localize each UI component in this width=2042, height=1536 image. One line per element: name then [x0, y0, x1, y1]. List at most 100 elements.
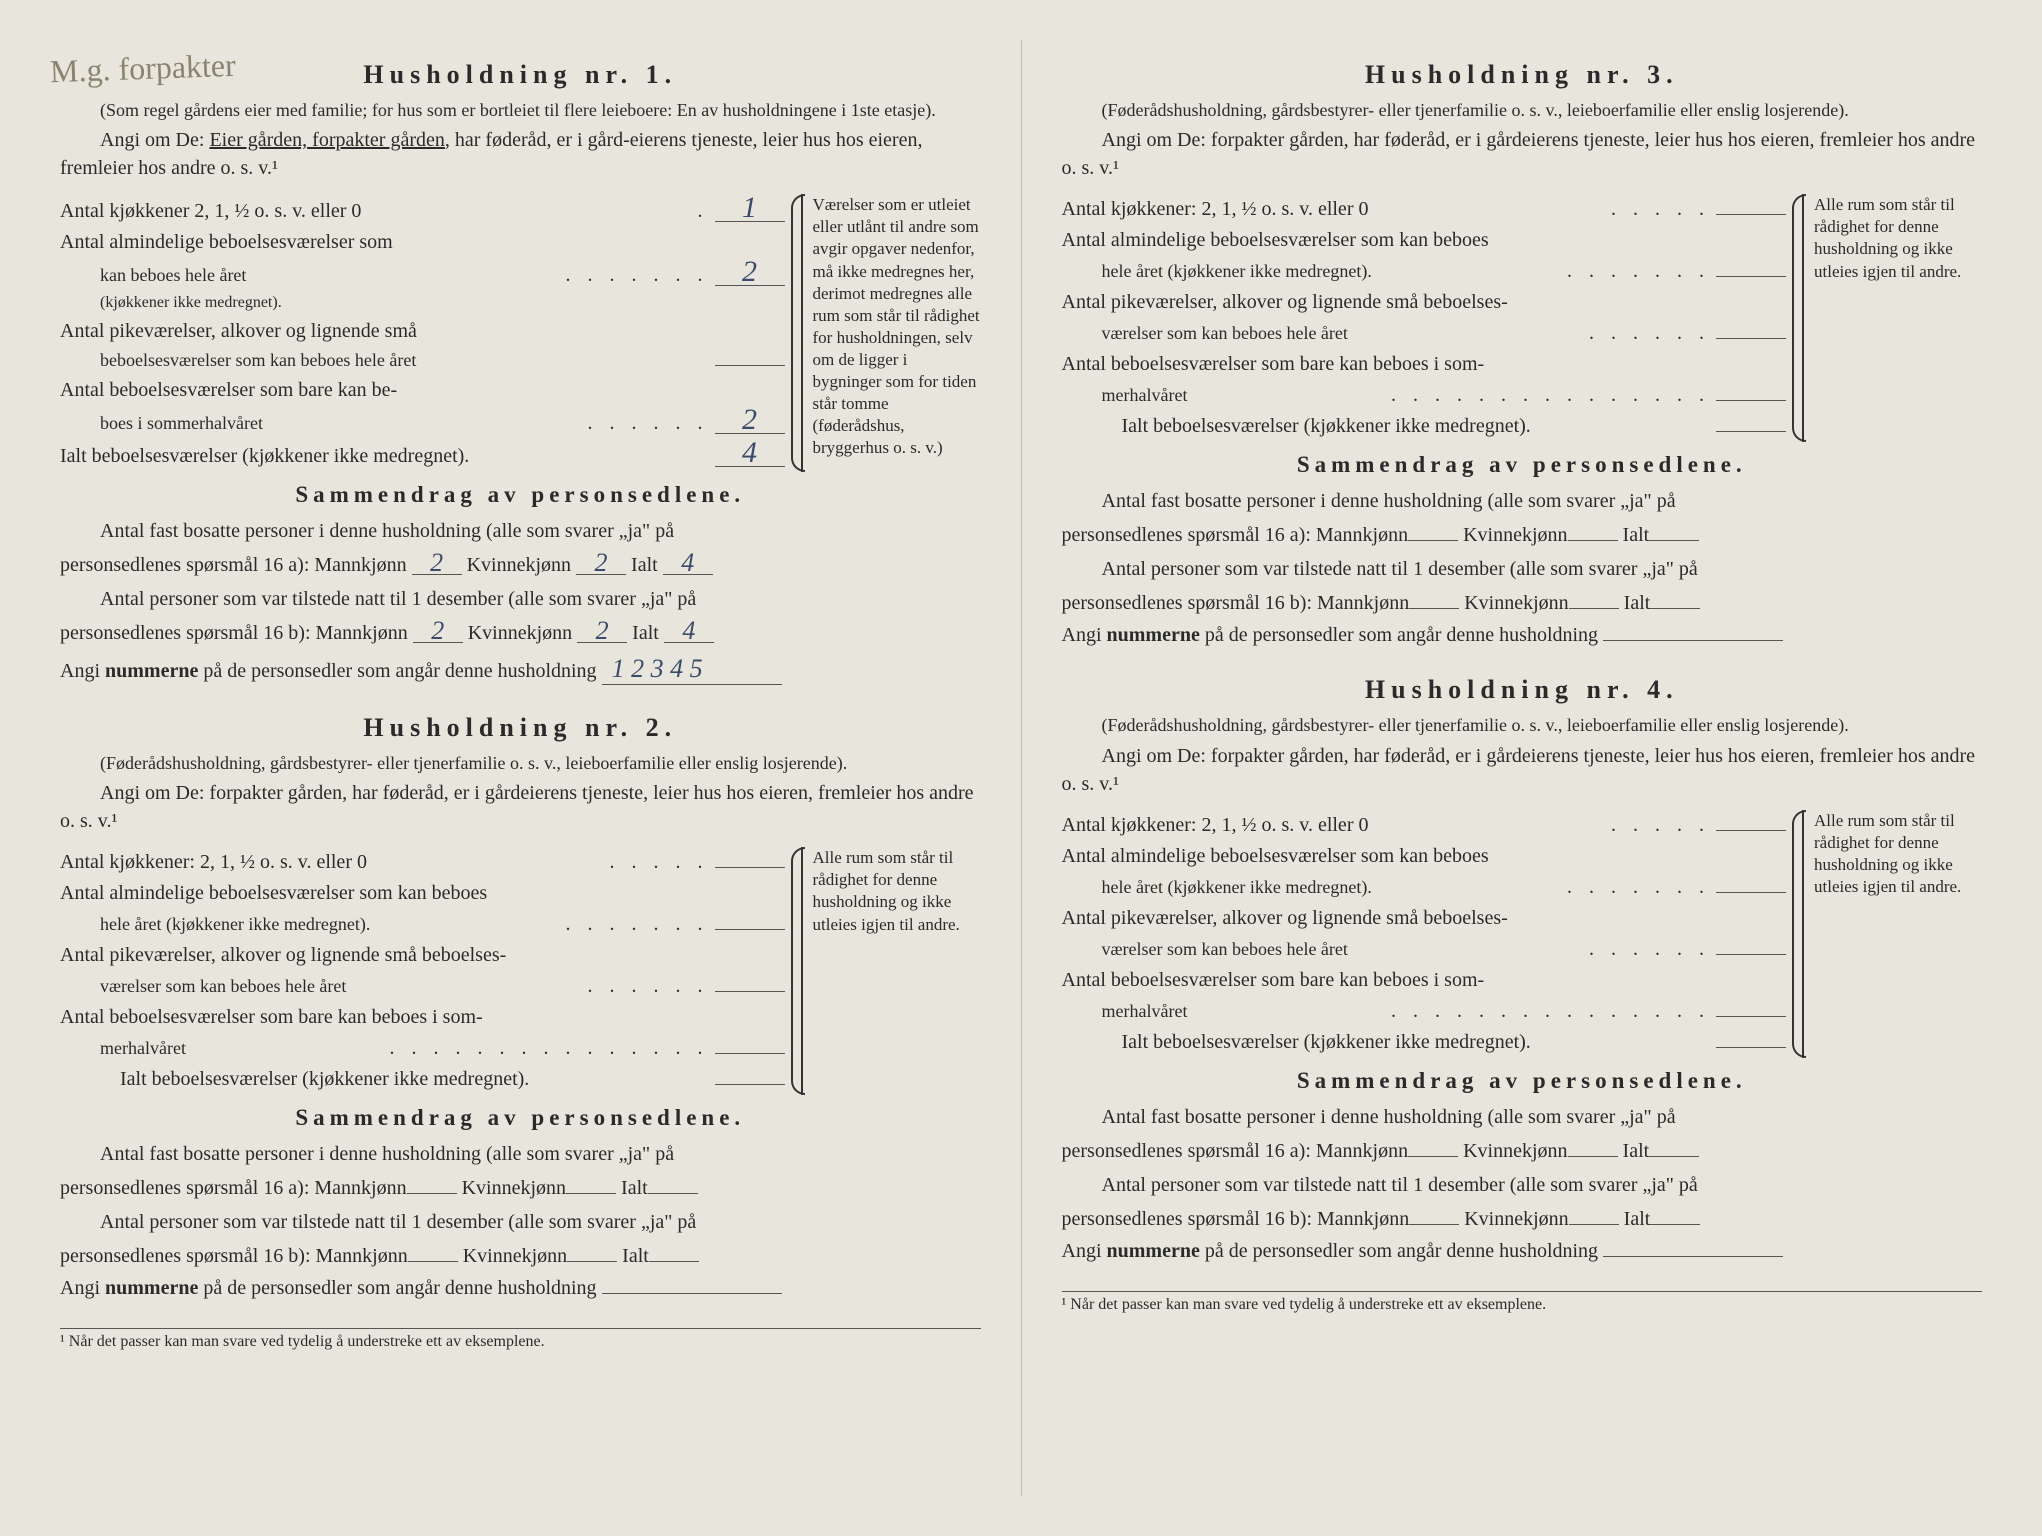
r3pike2: værelser som kan beboes hele året — [1062, 320, 1584, 348]
s4l2: personsedlenes spørsmål 16 b): Mannkjønn — [1062, 1208, 1410, 1230]
hh4-sommer-val — [1716, 1016, 1786, 1017]
sum3-l2a: Antal personer som var tilstede natt til… — [1062, 552, 1983, 586]
ialt-label-2: Ialt — [632, 622, 659, 644]
hh4-total-val — [1716, 1047, 1786, 1048]
summary-title-3: Sammendrag av personsedlene. — [1062, 452, 1983, 478]
row-sommer2: boes i sommerhalvåret — [60, 410, 582, 438]
right-page: Husholdning nr. 3. (Føderådshusholdning,… — [1022, 40, 2023, 1496]
angi-prefix: Angi om De: — [100, 129, 209, 151]
hh4-title: Husholdning nr. 4. — [1062, 675, 1983, 705]
s3kv1: Kvinnekjønn — [1463, 524, 1567, 546]
row-alm1: Antal almindelige beboelsesværelser som — [60, 227, 785, 258]
r4som1: Antal beboelsesværelser som bare kan beb… — [1062, 965, 1787, 996]
row-kjokken-4: Antal kjøkkener: 2, 1, ½ o. s. v. eller … — [1062, 810, 1606, 841]
s2ialt2: Ialt — [622, 1245, 649, 1267]
sum1-l2b: personsedlenes spørsmål 16 b): Mannkjønn… — [60, 616, 981, 650]
hh3-pike-val — [1716, 338, 1786, 339]
row-sommer1: Antal beboelsesværelser som bare kan be- — [60, 375, 785, 406]
row-almb2: hele året (kjøkkener ikke medregnet). — [60, 911, 560, 939]
hh4-nummer: Angi nummerne på de personsedler som ang… — [1062, 1240, 1983, 1263]
household-3: Husholdning nr. 3. (Føderådshusholdning,… — [1062, 60, 1983, 647]
hh4-mann-b — [1409, 1224, 1459, 1225]
sum1-l2a: Antal personer som var tilstede natt til… — [60, 582, 981, 616]
hh4-mann-a — [1408, 1156, 1458, 1157]
hh2-total-val — [715, 1084, 785, 1085]
row-sommerb1: Antal beboelsesværelser som bare kan beb… — [60, 1002, 785, 1033]
kv-label-2: Kvinnekjønn — [468, 622, 572, 644]
hh4-nummer-val — [1603, 1256, 1783, 1257]
num-c: på de personsedler som angår denne husho… — [198, 660, 596, 682]
hh1-kv-a: 2 — [576, 553, 626, 575]
hh3-mann-b — [1409, 608, 1459, 609]
hh4-kv-a — [1568, 1156, 1618, 1157]
sum2-l2b: personsedlenes spørsmål 16 b): Mannkjønn… — [60, 1239, 981, 1273]
n2b: nummerne — [105, 1277, 198, 1299]
hh3-nummer: Angi nummerne på de personsedler som ang… — [1062, 624, 1983, 647]
hh4-ialt-a — [1649, 1156, 1699, 1157]
num-a: Angi — [60, 660, 105, 682]
hh3-subtitle: (Føderådshusholdning, gårdsbestyrer- ell… — [1062, 98, 1983, 122]
hh2-alm-val — [715, 929, 785, 930]
angi-opt2: forpakter gården — [307, 129, 445, 151]
sum3-l2b: personsedlenes spørsmål 16 b): Mannkjønn… — [1062, 586, 1983, 620]
summary-title-1: Sammendrag av personsedlene. — [60, 482, 981, 508]
hh2-nummer-val — [602, 1293, 782, 1294]
hh3-ialt-a — [1649, 540, 1699, 541]
s4kv2: Kvinnekjønn — [1464, 1208, 1568, 1230]
row-pikeb1: Antal pikeværelser, alkover og lignende … — [60, 940, 785, 971]
sum1-l1a: Antal fast bosatte personer i denne hush… — [60, 514, 981, 548]
hh1-nummer: Angi nummerne på de personsedler som ang… — [60, 654, 981, 685]
hh2-rows: Antal kjøkkener: 2, 1, ½ o. s. v. eller … — [60, 847, 981, 1095]
handwritten-note: M.g. forpakter — [49, 47, 236, 90]
hh1-mann-a: 2 — [412, 553, 462, 575]
n2a: Angi — [60, 1277, 105, 1299]
hh2-kv-a — [566, 1193, 616, 1194]
hh1-alm-val: 2 — [715, 258, 785, 286]
row-total-3: Ialt beboelsesværelser (kjøkkener ikke m… — [1062, 411, 1717, 442]
hh1-mann-b: 2 — [413, 621, 463, 643]
sum4-l1a: Antal fast bosatte personer i denne hush… — [1062, 1100, 1983, 1134]
s2l2: personsedlenes spørsmål 16 b): Mannkjønn — [60, 1245, 408, 1267]
n4b: nummerne — [1107, 1240, 1200, 1262]
hh3-total-val — [1716, 431, 1786, 432]
hh1-kv-b: 2 — [577, 621, 627, 643]
s3l2: personsedlenes spørsmål 16 b): Mannkjønn — [1062, 592, 1410, 614]
s2kv2: Kvinnekjønn — [463, 1245, 567, 1267]
hh2-mann-a — [407, 1193, 457, 1194]
hh2-ialt-a — [648, 1193, 698, 1194]
sum2-l1a: Antal fast bosatte personer i denne hush… — [60, 1137, 981, 1171]
sum2-l1b: personsedlenes spørsmål 16 a): Mannkjønn… — [60, 1171, 981, 1205]
summary-title-4: Sammendrag av personsedlene. — [1062, 1068, 1983, 1094]
n2c: på de personsedler som angår denne husho… — [198, 1277, 596, 1299]
r4pike1: Antal pikeværelser, alkover og lignende … — [1062, 903, 1787, 934]
num-b: nummerne — [105, 660, 198, 682]
sidenote-3: Alle rum som står til rådighet for denne… — [1802, 194, 1982, 442]
row-pikeb2: værelser som kan beboes hele året — [60, 973, 582, 1001]
s3ialt2: Ialt — [1624, 592, 1651, 614]
sum3-l1a: Antal fast bosatte personer i denne hush… — [1062, 484, 1983, 518]
sidenote-1: Værelser som er utleiet eller utlånt til… — [801, 194, 981, 472]
hh2-mann-b — [408, 1261, 458, 1262]
hh4-subtitle: (Føderådshusholdning, gårdsbestyrer- ell… — [1062, 713, 1983, 737]
hh4-angi: Angi om De: forpakter gården, har føderå… — [1062, 742, 1983, 798]
hh1-sommer-val: 2 — [715, 406, 785, 434]
s3kv2: Kvinnekjønn — [1464, 592, 1568, 614]
r4som2: merhalvåret — [1062, 998, 1386, 1026]
row-kjokken-3: Antal kjøkkener: 2, 1, ½ o. s. v. eller … — [1062, 194, 1606, 225]
r3pike1: Antal pikeværelser, alkover og lignende … — [1062, 287, 1787, 318]
row-sommerb2: merhalvåret — [60, 1035, 384, 1063]
hh2-angi: Angi om De: forpakter gården, har føderå… — [60, 779, 981, 835]
row-kjokken-2: Antal kjøkkener: 2, 1, ½ o. s. v. eller … — [60, 847, 604, 878]
hh1-ialt-a: 4 — [663, 553, 713, 575]
hh1-ialt-b: 4 — [664, 621, 714, 643]
hh1-kjokken-val: 1 — [715, 194, 785, 222]
sidenote-4: Alle rum som står til rådighet for denne… — [1802, 810, 1982, 1058]
sum1-l1b: personsedlenes spørsmål 16 a): Mannkjønn… — [60, 548, 981, 582]
n4a: Angi — [1062, 1240, 1107, 1262]
summary-title-2: Sammendrag av personsedlene. — [60, 1105, 981, 1131]
sum4-l2b: personsedlenes spørsmål 16 b): Mannkjønn… — [1062, 1202, 1983, 1236]
hh1-pike-val — [715, 365, 785, 366]
hh1-rows: Antal kjøkkener 2, 1, ½ o. s. v. eller 0… — [60, 194, 981, 472]
hh3-nummer-val — [1603, 640, 1783, 641]
s4l1: personsedlenes spørsmål 16 a): Mannkjønn — [1062, 1140, 1409, 1162]
